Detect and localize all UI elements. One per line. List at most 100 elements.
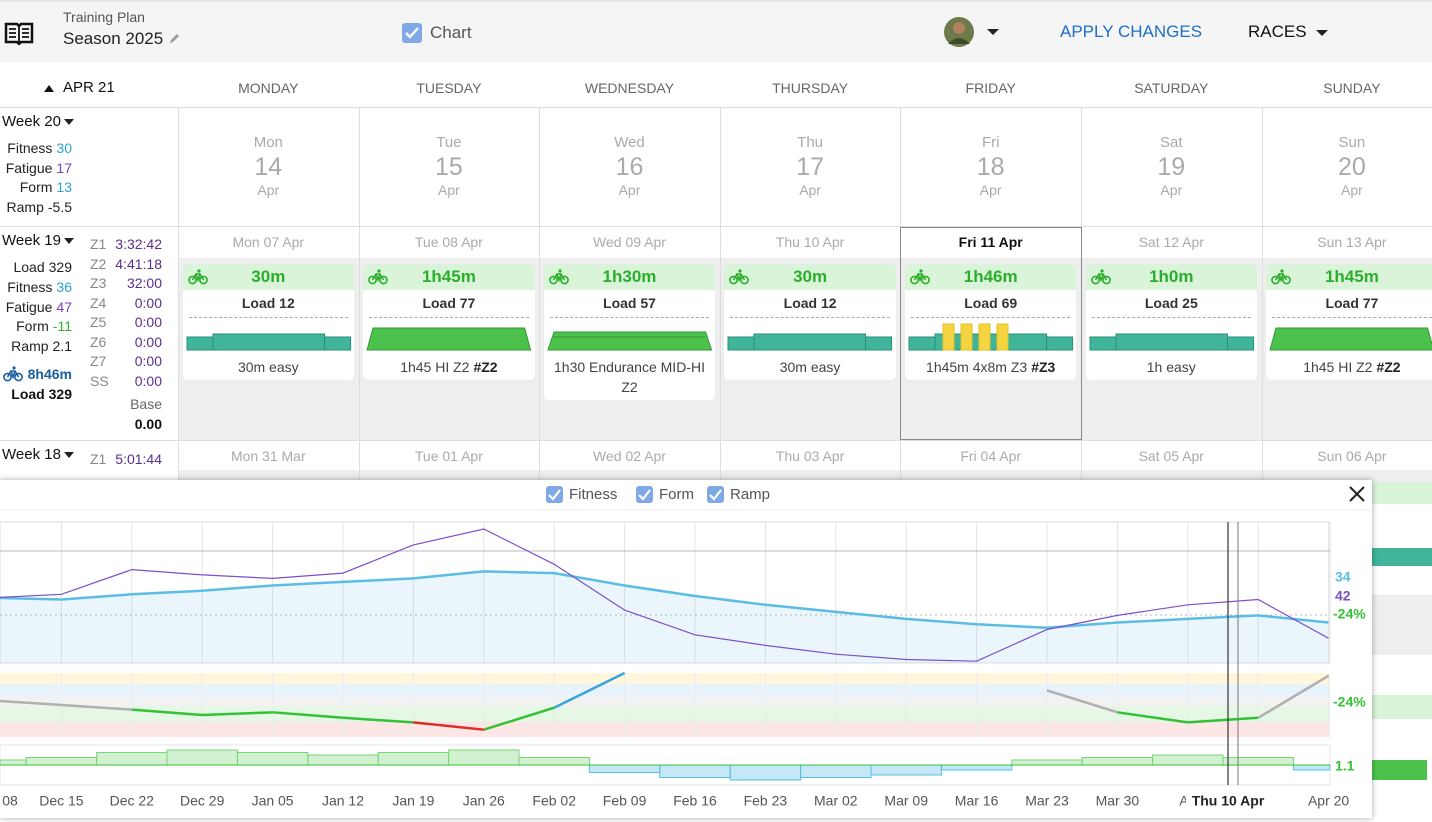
description-text: 30m easy	[779, 359, 841, 375]
fitness-pct-label: -24%	[1333, 606, 1366, 622]
toggle-check[interactable]	[709, 489, 722, 501]
toggle-label[interactable]: Form	[659, 486, 694, 503]
races-menu[interactable]: RACES	[1248, 22, 1328, 42]
toggle-check[interactable]	[548, 489, 561, 501]
ramp-bar	[659, 764, 731, 778]
stat-value: 13	[56, 179, 72, 196]
bike-icon	[1090, 269, 1111, 285]
profile-block	[996, 323, 1009, 351]
cursor-label: Thu 10 Apr	[1192, 793, 1265, 809]
description-text: 1h45 HI Z2	[1303, 359, 1373, 375]
day-date: Tue 01 Apr	[414, 448, 483, 464]
toggle-label[interactable]: Ramp	[730, 486, 770, 503]
form-line	[61, 703, 132, 711]
workout-card[interactable]: 1h45m Load 77 1h45 HI Z2 #Z2	[363, 264, 535, 380]
day-of-week: Mon	[253, 134, 283, 151]
day-of-week: Wed	[614, 134, 645, 151]
total-time: 8h46m	[27, 366, 72, 382]
apply-changes-button[interactable]: APPLY CHANGES	[1060, 22, 1203, 41]
toggle-checkbox[interactable]	[636, 486, 653, 503]
chart-toggle-label[interactable]: Chart	[430, 23, 472, 42]
day-date: Tue 08 Apr	[414, 234, 483, 250]
account-caret[interactable]	[987, 29, 999, 35]
ramp-value-label: 1.1	[1335, 758, 1355, 774]
ramp-bar	[588, 764, 661, 773]
x-tick-label: Feb 09	[603, 793, 647, 809]
races-label[interactable]: RACES	[1248, 22, 1307, 41]
ramp-bar	[236, 752, 309, 766]
workout-duration: 30m	[251, 267, 286, 286]
card-fragment	[1372, 760, 1427, 780]
stat-value: 329	[48, 259, 72, 275]
day-date: Mon 07 Apr	[232, 234, 305, 250]
workout-card[interactable]: 1h30m Load 57 1h30 Endurance MID-HI Z2	[543, 264, 716, 400]
description-text: 1h45m 4x8m Z3	[926, 359, 1028, 375]
week-label[interactable]: Week 20	[2, 113, 74, 130]
description-text: 1h easy	[1146, 359, 1196, 375]
x-tick-label: Jan 26	[463, 793, 505, 809]
workout-card[interactable]: 1h0m Load 25 1h easy	[1085, 264, 1258, 380]
toggle-check[interactable]	[638, 489, 651, 501]
x-tick-label: Mar 30	[1096, 793, 1140, 809]
workout-card[interactable]: 1h45m Load 77 1h45 HI Z2 #Z2	[1266, 264, 1432, 380]
week-caret[interactable]	[63, 119, 74, 126]
ramp-bar	[1292, 764, 1331, 771]
stat-label: Fatigue	[5, 159, 53, 176]
close-button[interactable]	[1349, 486, 1365, 502]
toggle-checkbox[interactable]	[546, 486, 563, 503]
avatar[interactable]	[943, 16, 975, 48]
plan-icon[interactable]	[4, 21, 34, 45]
workout-duration: 1h45m	[421, 267, 476, 286]
zone-time: 0:00	[134, 314, 162, 330]
workout-description: 1h45 HI Z2 #Z2	[1272, 357, 1432, 377]
workout-load: Load 25	[1144, 295, 1198, 311]
workout-card[interactable]: 1h46m Load 69 1h45m 4x8m Z3 #Z3	[904, 264, 1077, 380]
workout-header: 1h45m	[363, 264, 535, 290]
week-label[interactable]: Week 18	[2, 446, 74, 463]
ramp-bar	[448, 749, 520, 766]
day-month: Apr	[1340, 182, 1363, 198]
ramp-bar	[800, 764, 872, 778]
day-date: Sun 06 Apr	[1317, 448, 1387, 464]
day-date: Thu 03 Apr	[775, 448, 845, 464]
workout-load: Load 57	[603, 295, 656, 311]
profile-block	[323, 336, 351, 351]
start-nav[interactable]: APR 21	[44, 79, 115, 96]
races-caret[interactable]	[1315, 29, 1328, 36]
zone-label: Z5	[90, 314, 107, 330]
workout-description: 30m easy	[189, 357, 349, 377]
week-stat: Form -11	[0, 318, 72, 334]
week-caret[interactable]	[63, 238, 74, 245]
day-month: Apr	[1160, 182, 1183, 198]
profile-block	[1089, 336, 1116, 351]
start-label[interactable]: APR 21	[63, 79, 115, 96]
form-value-label: -24%	[1333, 694, 1366, 710]
profile-block	[978, 323, 991, 351]
day-number: 16	[615, 153, 644, 181]
chart-checkbox[interactable]	[402, 23, 422, 43]
form-line	[483, 706, 555, 731]
up-arrow[interactable]	[44, 84, 54, 92]
workout-description: 30m easy	[730, 357, 890, 377]
profile-block	[942, 323, 955, 351]
ramp-bar	[870, 764, 942, 776]
workout-profile	[1269, 327, 1432, 351]
toggle-checkbox[interactable]	[707, 486, 724, 503]
toggle-label[interactable]: Fitness	[569, 486, 617, 503]
header-title: Training Plan	[63, 9, 145, 25]
workout-card[interactable]: 30m Load 12 30m easy	[724, 264, 896, 380]
x-tick-label: Mar 09	[884, 793, 928, 809]
day-of-week: Fri	[981, 134, 1000, 151]
zone-time: 3:32:42	[115, 236, 162, 252]
workout-profile	[546, 331, 712, 351]
workout-card[interactable]: 30m Load 12 30m easy	[182, 264, 355, 380]
week-stat: Ramp 2.1	[0, 338, 72, 354]
week-stat: Fitness 36	[0, 279, 72, 295]
zone-time: 32:00	[126, 275, 162, 291]
day-number: 14	[254, 153, 283, 181]
week-caret[interactable]	[63, 452, 74, 459]
edit-icon[interactable]	[168, 33, 180, 45]
plan-name[interactable]: Season 2025	[63, 29, 164, 48]
week-total-time: 8h46m	[0, 366, 72, 382]
week-label[interactable]: Week 19	[2, 232, 74, 249]
